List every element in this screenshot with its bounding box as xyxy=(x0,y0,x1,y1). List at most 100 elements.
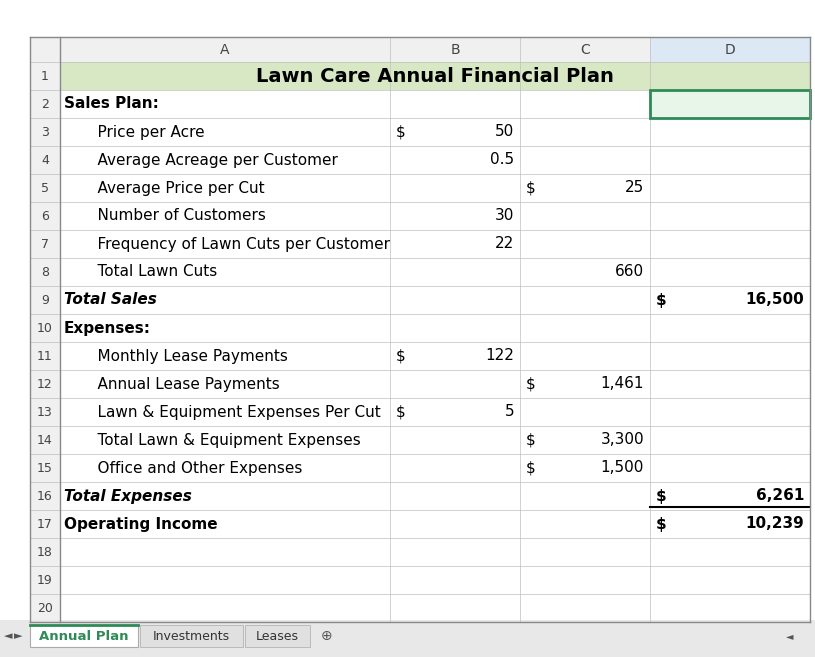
Bar xyxy=(520,314,650,342)
Text: Number of Customers: Number of Customers xyxy=(78,208,266,223)
Bar xyxy=(30,566,60,594)
Bar xyxy=(60,314,390,342)
Bar xyxy=(60,342,390,370)
Bar xyxy=(390,566,520,594)
Bar xyxy=(30,202,60,230)
Bar xyxy=(520,426,650,454)
Text: Operating Income: Operating Income xyxy=(64,516,218,532)
Text: Monthly Lease Payments: Monthly Lease Payments xyxy=(78,348,288,363)
Bar xyxy=(650,594,810,622)
Text: Total Lawn Cuts: Total Lawn Cuts xyxy=(78,265,218,279)
Bar xyxy=(30,510,60,538)
Text: 19: 19 xyxy=(37,574,53,587)
Text: ◄: ◄ xyxy=(786,631,794,641)
Bar xyxy=(520,118,650,146)
Bar xyxy=(390,510,520,538)
Bar xyxy=(520,230,650,258)
Bar xyxy=(390,286,520,314)
Bar xyxy=(390,482,520,510)
Bar xyxy=(60,62,390,90)
Bar xyxy=(60,230,390,258)
Text: Frequency of Lawn Cuts per Customer: Frequency of Lawn Cuts per Customer xyxy=(78,237,390,252)
Bar xyxy=(30,314,60,342)
Text: Price per Acre: Price per Acre xyxy=(78,124,205,139)
Text: 5: 5 xyxy=(504,405,514,420)
Bar xyxy=(650,398,810,426)
Bar xyxy=(390,342,520,370)
Bar xyxy=(60,286,390,314)
Bar xyxy=(60,426,390,454)
Bar xyxy=(520,510,650,538)
Bar xyxy=(520,566,650,594)
Text: $: $ xyxy=(396,405,406,420)
Bar xyxy=(390,174,520,202)
Text: Expenses:: Expenses: xyxy=(64,321,151,336)
Text: 30: 30 xyxy=(495,208,514,223)
Text: ►: ► xyxy=(14,631,22,641)
Bar xyxy=(650,482,810,510)
Bar xyxy=(30,230,60,258)
Bar xyxy=(390,314,520,342)
Text: $: $ xyxy=(526,432,535,447)
Text: 0.5: 0.5 xyxy=(490,152,514,168)
Text: $: $ xyxy=(656,516,667,532)
Text: $: $ xyxy=(526,376,535,392)
Bar xyxy=(520,286,650,314)
Bar xyxy=(30,62,60,90)
Text: 22: 22 xyxy=(495,237,514,252)
Bar xyxy=(520,174,650,202)
Bar xyxy=(30,398,60,426)
Bar xyxy=(30,594,60,622)
Bar xyxy=(390,202,520,230)
Bar xyxy=(650,342,810,370)
Bar xyxy=(650,370,810,398)
Bar xyxy=(30,146,60,174)
Text: Investments: Investments xyxy=(152,629,230,643)
Bar xyxy=(30,258,60,286)
Text: 14: 14 xyxy=(37,434,53,447)
Bar xyxy=(650,37,810,62)
Text: $: $ xyxy=(526,181,535,196)
Bar xyxy=(30,454,60,482)
Text: ⊕: ⊕ xyxy=(320,629,333,643)
Text: 6: 6 xyxy=(41,210,49,223)
Text: 16,500: 16,500 xyxy=(745,292,804,307)
Bar xyxy=(60,566,390,594)
Text: $: $ xyxy=(656,489,667,503)
Bar xyxy=(650,230,810,258)
Bar xyxy=(650,426,810,454)
Text: 3,300: 3,300 xyxy=(601,432,644,447)
Text: $: $ xyxy=(656,292,667,307)
Bar xyxy=(30,426,60,454)
Text: 9: 9 xyxy=(41,294,49,307)
Bar xyxy=(30,174,60,202)
Bar xyxy=(520,594,650,622)
Bar xyxy=(520,538,650,566)
Text: B: B xyxy=(450,43,460,57)
Bar xyxy=(390,146,520,174)
Text: 11: 11 xyxy=(37,350,53,363)
Bar xyxy=(650,118,810,146)
Bar xyxy=(650,37,810,62)
Text: A: A xyxy=(220,43,230,57)
Bar xyxy=(60,538,390,566)
Bar xyxy=(60,118,390,146)
Text: 122: 122 xyxy=(485,348,514,363)
Bar xyxy=(60,482,390,510)
Bar xyxy=(30,370,60,398)
Bar xyxy=(650,566,810,594)
Text: Total Expenses: Total Expenses xyxy=(64,489,192,503)
Bar xyxy=(650,90,810,118)
Bar xyxy=(390,426,520,454)
Text: 15: 15 xyxy=(37,461,53,474)
Text: 20: 20 xyxy=(37,602,53,614)
Bar xyxy=(520,146,650,174)
Bar xyxy=(390,538,520,566)
Text: 3: 3 xyxy=(41,125,49,139)
Text: Average Price per Cut: Average Price per Cut xyxy=(78,181,265,196)
Text: 7: 7 xyxy=(41,237,49,250)
Text: 1,500: 1,500 xyxy=(601,461,644,476)
Bar xyxy=(60,62,810,90)
Bar xyxy=(520,62,650,90)
Bar xyxy=(650,202,810,230)
